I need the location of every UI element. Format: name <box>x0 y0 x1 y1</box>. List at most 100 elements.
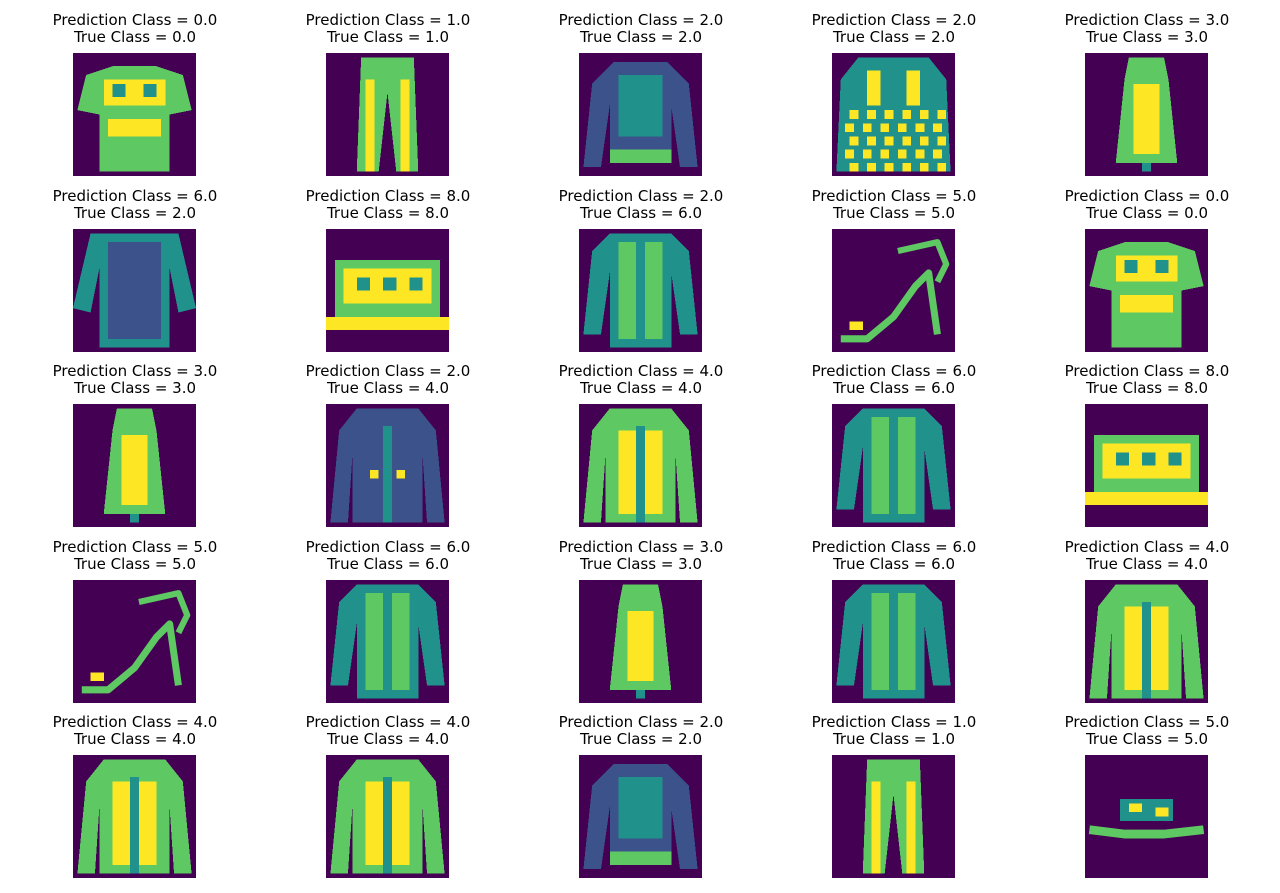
panel-5-image <box>1085 53 1208 176</box>
panel-20-image <box>1085 580 1208 703</box>
panel-22-truth: True Class = 4.0 <box>326 730 450 748</box>
panel-6-truth: True Class = 2.0 <box>73 204 197 222</box>
panel-19-truth: True Class = 6.0 <box>832 555 956 573</box>
panel-15-truth: True Class = 8.0 <box>1085 379 1209 397</box>
panel-18-image <box>579 580 702 703</box>
panel-17-prediction: Prediction Class = 6.0 <box>305 538 471 556</box>
panel-21-truth: True Class = 4.0 <box>73 730 197 748</box>
panel-17-truth: True Class = 6.0 <box>326 555 450 573</box>
panel-22-prediction: Prediction Class = 4.0 <box>305 713 471 731</box>
panel-8-truth: True Class = 6.0 <box>579 204 703 222</box>
panel-18-prediction: Prediction Class = 3.0 <box>558 538 724 556</box>
panel-1: Prediction Class = 0.0 True Class = 0.0 <box>35 12 235 182</box>
panel-24: Prediction Class = 1.0 True Class = 1.0 <box>794 714 994 884</box>
panel-15-image <box>1085 404 1208 527</box>
panel-7-truth: True Class = 8.0 <box>326 204 450 222</box>
panel-12-prediction: Prediction Class = 2.0 <box>305 362 471 380</box>
panel-15: Prediction Class = 8.0 True Class = 8.0 <box>1047 363 1247 533</box>
panel-22: Prediction Class = 4.0 True Class = 4.0 <box>288 714 488 884</box>
panel-4-truth: True Class = 2.0 <box>832 28 956 46</box>
panel-9-image <box>832 229 955 352</box>
panel-19-image <box>832 580 955 703</box>
panel-22-image <box>326 755 449 878</box>
panel-21: Prediction Class = 4.0 True Class = 4.0 <box>35 714 235 884</box>
panel-10-prediction: Prediction Class = 0.0 <box>1064 187 1230 205</box>
panel-21-image <box>73 755 196 878</box>
panel-23: Prediction Class = 2.0 True Class = 2.0 <box>541 714 741 884</box>
panel-23-prediction: Prediction Class = 2.0 <box>558 713 724 731</box>
panel-9-prediction: Prediction Class = 5.0 <box>811 187 977 205</box>
panel-14-prediction: Prediction Class = 6.0 <box>811 362 977 380</box>
panel-25-image <box>1085 755 1208 878</box>
panel-10-image <box>1085 229 1208 352</box>
panel-2: Prediction Class = 1.0 True Class = 1.0 <box>288 12 488 182</box>
panel-14-truth: True Class = 6.0 <box>832 379 956 397</box>
panel-8-prediction: Prediction Class = 2.0 <box>558 187 724 205</box>
panel-3-image <box>579 53 702 176</box>
panel-20-truth: True Class = 4.0 <box>1085 555 1209 573</box>
panel-11-prediction: Prediction Class = 3.0 <box>52 362 218 380</box>
panel-10-truth: True Class = 0.0 <box>1085 204 1209 222</box>
panel-14-image <box>832 404 955 527</box>
panel-16: Prediction Class = 5.0 True Class = 5.0 <box>35 539 235 709</box>
panel-21-prediction: Prediction Class = 4.0 <box>52 713 218 731</box>
panel-1-prediction: Prediction Class = 0.0 <box>52 11 218 29</box>
panel-23-image <box>579 755 702 878</box>
panel-20-prediction: Prediction Class = 4.0 <box>1064 538 1230 556</box>
panel-6-image <box>73 229 196 352</box>
panel-17-image <box>326 580 449 703</box>
panel-24-truth: True Class = 1.0 <box>832 730 956 748</box>
panel-3: Prediction Class = 2.0 True Class = 2.0 <box>541 12 741 182</box>
panel-16-truth: True Class = 5.0 <box>73 555 197 573</box>
panel-17: Prediction Class = 6.0 True Class = 6.0 <box>288 539 488 709</box>
panel-3-truth: True Class = 2.0 <box>579 28 703 46</box>
panel-13: Prediction Class = 4.0 True Class = 4.0 <box>541 363 741 533</box>
panel-5-prediction: Prediction Class = 3.0 <box>1064 11 1230 29</box>
panel-5-truth: True Class = 3.0 <box>1085 28 1209 46</box>
panel-24-prediction: Prediction Class = 1.0 <box>811 713 977 731</box>
panel-11: Prediction Class = 3.0 True Class = 3.0 <box>35 363 235 533</box>
panel-11-image <box>73 404 196 527</box>
panel-19: Prediction Class = 6.0 True Class = 6.0 <box>794 539 994 709</box>
panel-12: Prediction Class = 2.0 True Class = 4.0 <box>288 363 488 533</box>
panel-5: Prediction Class = 3.0 True Class = 3.0 <box>1047 12 1247 182</box>
panel-13-image <box>579 404 702 527</box>
panel-13-truth: True Class = 4.0 <box>579 379 703 397</box>
panel-8-image <box>579 229 702 352</box>
panel-14: Prediction Class = 6.0 True Class = 6.0 <box>794 363 994 533</box>
panel-20: Prediction Class = 4.0 True Class = 4.0 <box>1047 539 1247 709</box>
panel-12-image <box>326 404 449 527</box>
panel-6: Prediction Class = 6.0 True Class = 2.0 <box>35 188 235 358</box>
panel-1-image <box>73 53 196 176</box>
panel-18: Prediction Class = 3.0 True Class = 3.0 <box>541 539 741 709</box>
panel-25-prediction: Prediction Class = 5.0 <box>1064 713 1230 731</box>
panel-4: Prediction Class = 2.0 True Class = 2.0 <box>794 12 994 182</box>
panel-19-prediction: Prediction Class = 6.0 <box>811 538 977 556</box>
panel-12-truth: True Class = 4.0 <box>326 379 450 397</box>
panel-2-image <box>326 53 449 176</box>
panel-23-truth: True Class = 2.0 <box>579 730 703 748</box>
panel-3-prediction: Prediction Class = 2.0 <box>558 11 724 29</box>
panel-25: Prediction Class = 5.0 True Class = 5.0 <box>1047 714 1247 884</box>
panel-9: Prediction Class = 5.0 True Class = 5.0 <box>794 188 994 358</box>
panel-11-truth: True Class = 3.0 <box>73 379 197 397</box>
panel-7-image <box>326 229 449 352</box>
panel-4-image <box>832 53 955 176</box>
panel-9-truth: True Class = 5.0 <box>832 204 956 222</box>
panel-15-prediction: Prediction Class = 8.0 <box>1064 362 1230 380</box>
panel-7: Prediction Class = 8.0 True Class = 8.0 <box>288 188 488 358</box>
panel-16-prediction: Prediction Class = 5.0 <box>52 538 218 556</box>
panel-7-prediction: Prediction Class = 8.0 <box>305 187 471 205</box>
panel-13-prediction: Prediction Class = 4.0 <box>558 362 724 380</box>
panel-25-truth: True Class = 5.0 <box>1085 730 1209 748</box>
panel-2-prediction: Prediction Class = 1.0 <box>305 11 471 29</box>
panel-2-truth: True Class = 1.0 <box>326 28 450 46</box>
panel-1-truth: True Class = 0.0 <box>73 28 197 46</box>
panel-6-prediction: Prediction Class = 6.0 <box>52 187 218 205</box>
panel-8: Prediction Class = 2.0 True Class = 6.0 <box>541 188 741 358</box>
panel-10: Prediction Class = 0.0 True Class = 0.0 <box>1047 188 1247 358</box>
panel-24-image <box>832 755 955 878</box>
panel-4-prediction: Prediction Class = 2.0 <box>811 11 977 29</box>
panel-18-truth: True Class = 3.0 <box>579 555 703 573</box>
